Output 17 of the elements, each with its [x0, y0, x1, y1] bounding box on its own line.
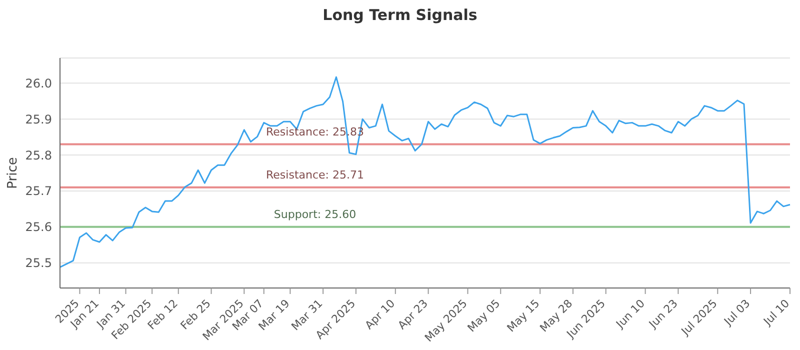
x-tick-label: Apr 23 — [395, 296, 430, 332]
ref-line-label: Support: 25.60 — [274, 208, 356, 221]
y-tick-label: 25.5 — [25, 256, 52, 270]
x-tick-label: Jul 03 — [721, 296, 753, 329]
y-tick-label: 25.6 — [25, 220, 52, 234]
x-tick-label: Jun 10 — [613, 296, 648, 332]
x-tick-label: Jun 23 — [646, 296, 680, 332]
y-tick-label: 26.0 — [25, 76, 52, 90]
x-tick-label: Jul 10 — [760, 296, 792, 329]
y-tick-label: 25.8 — [25, 148, 52, 162]
ref-line-label: Resistance: 25.71 — [266, 168, 364, 182]
line-series — [59, 76, 791, 268]
y-tick-label: 25.7 — [25, 184, 52, 198]
chart-title: Long Term Signals — [322, 6, 478, 24]
y-axis-title: Price — [6, 157, 21, 189]
y-tick-label: 25.9 — [25, 112, 52, 126]
x-tick-label: Apr 10 — [362, 296, 398, 332]
